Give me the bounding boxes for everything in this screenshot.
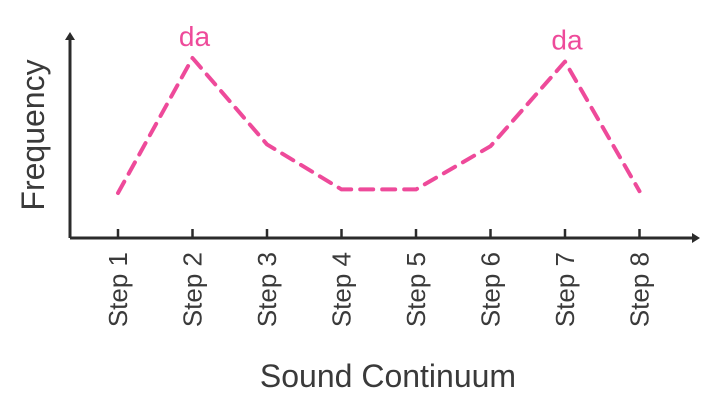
x-axis-title: Sound Continuum <box>260 358 516 394</box>
x-tick-label: Step 3 <box>252 252 282 327</box>
x-tick-label: Step 6 <box>476 252 506 327</box>
x-tick-label: Step 4 <box>327 252 357 327</box>
annotation-label: da <box>551 25 583 56</box>
annotation-label: da <box>179 21 211 52</box>
series-line <box>116 56 642 195</box>
annotation-layer: da da <box>179 21 583 56</box>
y-axis-arrowhead <box>65 32 75 40</box>
x-tick-label: Step 8 <box>625 252 655 327</box>
x-axis-ticks: Step 1 Step 2 Step 3 Step 4 Step 5 Step 6 Step… <box>103 229 655 327</box>
x-tick-label: Step 2 <box>178 252 208 327</box>
series-layer <box>116 56 642 195</box>
x-tick-label: Step 7 <box>550 252 580 327</box>
y-axis-title: Frequency <box>15 59 51 210</box>
axes <box>65 32 700 243</box>
x-tick-label: Step 5 <box>401 252 431 327</box>
x-axis-arrowhead <box>692 233 700 243</box>
x-tick-label: Step 1 <box>103 252 133 327</box>
